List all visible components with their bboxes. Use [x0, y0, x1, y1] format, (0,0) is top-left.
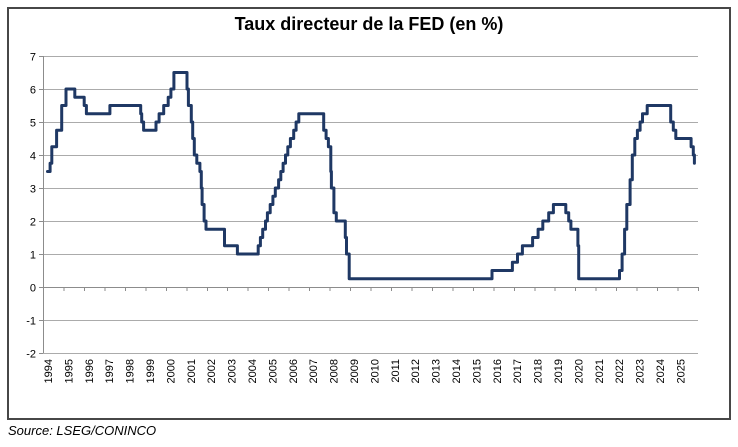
x-axis-label: 2018 — [533, 359, 545, 383]
x-axis-label: 2004 — [247, 359, 259, 383]
x-axis-label: 2011 — [390, 359, 402, 383]
source-caption: Source: LSEG/CONINCO — [8, 423, 157, 438]
x-axis-label: 2021 — [594, 359, 606, 383]
y-axis-labels: -2 -1 0 1 2 3 4 5 6 7 — [26, 52, 36, 361]
x-axis-label: 2007 — [308, 359, 320, 383]
x-axis-label: 2006 — [288, 359, 300, 383]
y-axis-ticks — [39, 56, 43, 354]
x-axis-label: 2008 — [329, 359, 341, 383]
x-axis-label: 1996 — [84, 359, 96, 383]
x-axis-label: 2005 — [267, 359, 279, 383]
x-axis-label: 2024 — [655, 359, 667, 383]
x-axis-label: 1999 — [145, 359, 157, 383]
x-axis-label: 2017 — [512, 359, 524, 383]
x-axis-label: 2013 — [431, 359, 443, 383]
y-axis-label: 4 — [30, 151, 36, 163]
x-axis-label: 2012 — [410, 359, 422, 383]
y-axis-label: 0 — [30, 283, 36, 295]
x-axis-label: 2003 — [227, 359, 239, 383]
x-axis-label: 2019 — [553, 359, 565, 383]
x-axis-labels: 1994 1995 1996 1997 1998 1999 2000 2001 2002 2003… — [43, 359, 687, 383]
y-axis-label: 5 — [30, 118, 36, 130]
chart-frame — [7, 7, 731, 420]
x-axis-label: 1998 — [125, 359, 137, 383]
y-axis-label: 7 — [30, 52, 36, 64]
x-axis-label: 1995 — [63, 359, 75, 383]
x-axis-label: 2014 — [451, 359, 463, 383]
x-axis-label: 2002 — [206, 359, 218, 383]
x-axis-label: 2022 — [614, 359, 626, 383]
chart-title: Taux directeur de la FED (en %) — [234, 14, 504, 34]
y-axis-label: -1 — [26, 316, 36, 328]
x-axis-label: 2000 — [165, 359, 177, 383]
x-axis-label: 2001 — [186, 359, 198, 383]
y-axis-label: 3 — [30, 184, 36, 196]
fed-rate-line — [46, 71, 696, 281]
x-axis-label: 2020 — [573, 359, 585, 383]
x-axis-label: 2025 — [675, 359, 687, 383]
gridlines — [43, 56, 698, 354]
y-axis-label: -2 — [26, 349, 36, 361]
x-axis-label: 2023 — [635, 359, 647, 383]
x-axis-ticks — [43, 287, 699, 291]
x-axis-label: 2009 — [349, 359, 361, 383]
x-axis-label: 1997 — [104, 359, 116, 383]
y-axis-label: 1 — [30, 250, 36, 262]
y-axis-label: 6 — [30, 85, 36, 97]
x-axis-label: 2016 — [492, 359, 504, 383]
x-axis-label: 2010 — [369, 359, 381, 383]
y-axis-label: 2 — [30, 217, 36, 229]
x-axis-label: 2015 — [471, 359, 483, 383]
x-axis-label: 1994 — [43, 359, 55, 383]
